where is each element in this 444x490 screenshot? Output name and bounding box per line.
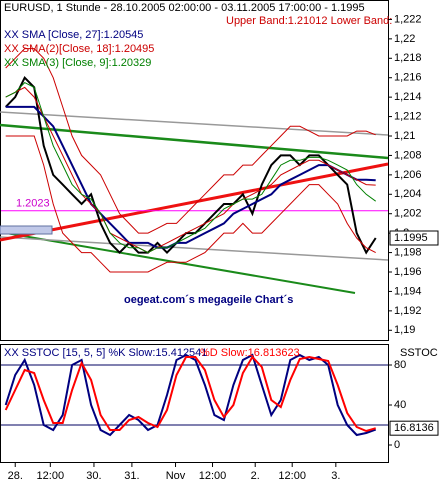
band-legend: Upper Band:1.21012 Lower Band: xyxy=(226,15,392,27)
panel-title: SSTOC xyxy=(400,347,438,359)
legend-entry: XX SMA(3) [Close, 9]:1.20329 xyxy=(4,57,151,69)
y-tick-label: 1,19 xyxy=(394,324,415,336)
trend-line xyxy=(0,236,389,261)
legend-entry: %D Slow:16.813623 xyxy=(200,347,300,359)
series-line xyxy=(5,81,376,254)
y-tick-label: 1,194 xyxy=(394,285,422,297)
legend-entry: XX SMA [Close, 27]:1.20545 xyxy=(4,29,143,41)
y-tick-label: 1,214 xyxy=(394,91,422,103)
series-line xyxy=(5,86,376,254)
price-line-label: 1.2023 xyxy=(16,198,50,210)
y-tick-label: 1,206 xyxy=(394,169,422,181)
x-tick-label: 3. xyxy=(331,470,340,482)
y-tick-label: 80 xyxy=(394,359,406,371)
y-tick-label: 1,22 xyxy=(394,33,415,45)
series-line xyxy=(4,355,376,433)
y-tick-label: 1,208 xyxy=(394,149,422,161)
y-tick-label: 1,218 xyxy=(394,52,422,64)
x-tick-label: 2. xyxy=(251,470,260,482)
stoch-panel xyxy=(0,344,389,463)
x-tick-label: Nov xyxy=(166,470,186,482)
trend-line xyxy=(0,162,389,242)
x-tick-label: 28. xyxy=(8,470,23,482)
last-value-label: 1.1995 xyxy=(394,232,428,244)
y-tick-label: 1,216 xyxy=(394,72,422,84)
y-tick-label: 1,192 xyxy=(394,305,422,317)
series-line xyxy=(5,105,376,249)
chart-title: EURUSD, 1 Stunde - 28.10.2005 02:00:00 -… xyxy=(4,2,365,14)
y-tick-label: 1,198 xyxy=(394,246,422,258)
series-line xyxy=(4,75,377,255)
last-value-box xyxy=(389,230,439,246)
y-tick-label: 0 xyxy=(394,439,400,451)
price-panel xyxy=(0,0,389,341)
x-tick-label: 12:00 xyxy=(199,470,227,482)
legend-entry: XX SMA(2)[Close, 18]:1.20495 xyxy=(4,43,154,55)
y-tick-label: 1,196 xyxy=(394,266,422,278)
x-tick-label: 12:00 xyxy=(278,470,306,482)
y-tick-label: 1,222 xyxy=(394,13,422,25)
marker-box xyxy=(0,225,53,235)
y-tick-label: 40 xyxy=(394,399,406,411)
annotation: oegeat.com´s megageile Chart´s xyxy=(124,294,293,306)
last-value-label: 16.8136 xyxy=(394,422,434,434)
y-tick-label: 1,212 xyxy=(394,110,422,122)
x-tick-label: 30. xyxy=(86,470,101,482)
last-value-box xyxy=(389,420,439,436)
trend-line xyxy=(0,111,389,136)
series-line xyxy=(5,135,376,273)
legend-entry: XX SSTOC [15, 5, 5] %K Slow:15.412541 xyxy=(4,347,207,359)
y-tick-label: 1,202 xyxy=(394,208,422,220)
y-tick-label: 1,21 xyxy=(394,130,415,142)
series-line xyxy=(5,48,376,234)
x-tick-label: 12:00 xyxy=(37,470,65,482)
y-tick-label: 1,204 xyxy=(394,188,422,200)
trend-line xyxy=(0,123,389,160)
x-tick-label: 31. xyxy=(124,470,139,482)
